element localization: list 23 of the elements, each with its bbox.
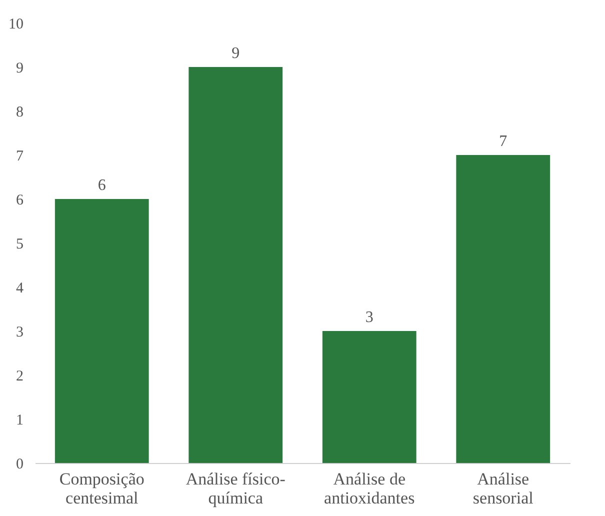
bar bbox=[54, 199, 149, 463]
y-tick-label: 9 bbox=[16, 60, 24, 76]
y-tick-label: 1 bbox=[16, 412, 24, 428]
x-tick-label: Análise de antioxidantes bbox=[324, 470, 415, 508]
y-tick-label: 8 bbox=[16, 104, 24, 120]
y-tick-label: 7 bbox=[16, 148, 24, 164]
data-label: 7 bbox=[499, 133, 508, 150]
y-tick-label: 3 bbox=[16, 324, 24, 340]
data-label: 6 bbox=[98, 177, 106, 194]
data-label: 3 bbox=[365, 309, 374, 326]
data-label: 9 bbox=[232, 45, 240, 62]
bar bbox=[322, 331, 416, 463]
y-tick-label: 2 bbox=[16, 368, 24, 384]
x-tick-label: Análise sensorial bbox=[472, 470, 534, 508]
y-tick-label: 0 bbox=[16, 456, 24, 472]
y-tick-label: 4 bbox=[16, 280, 24, 296]
y-tick-label: 5 bbox=[16, 236, 24, 252]
y-tick-label: 10 bbox=[8, 16, 24, 32]
y-tick-label: 6 bbox=[16, 192, 24, 208]
bar bbox=[456, 155, 550, 463]
bar bbox=[188, 67, 283, 463]
x-tick-label: Análise físico-química bbox=[186, 470, 286, 508]
x-tick-label: Composição centesimal bbox=[59, 470, 144, 508]
